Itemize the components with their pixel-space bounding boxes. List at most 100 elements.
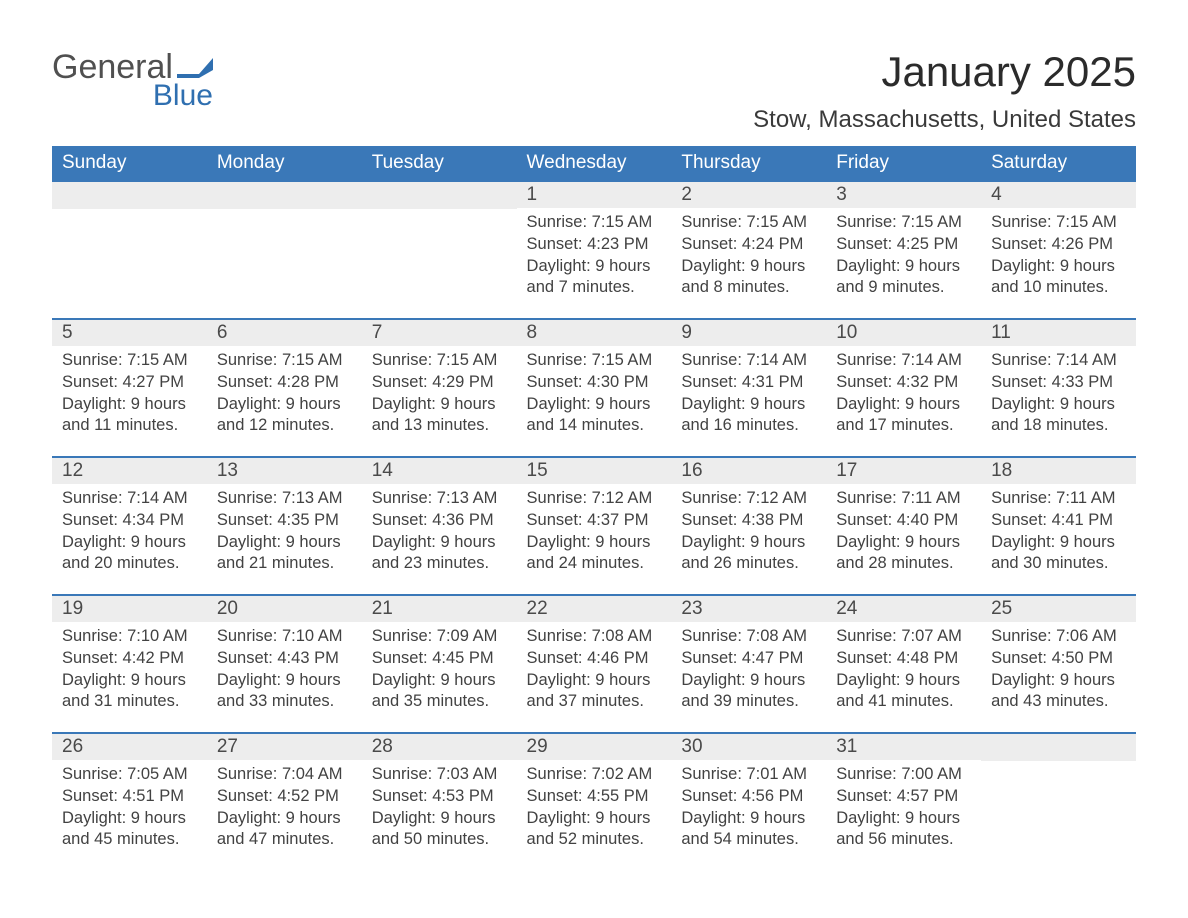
sunrise-line: Sunrise: 7:12 AM <box>527 488 662 510</box>
day-number: 17 <box>826 458 981 484</box>
calendar-week-row: 1Sunrise: 7:15 AMSunset: 4:23 PMDaylight… <box>52 181 1136 319</box>
day-number: 8 <box>517 320 672 346</box>
daylight-line: Daylight: 9 hours and 21 minutes. <box>217 532 352 576</box>
sunrise-line: Sunrise: 7:00 AM <box>836 764 971 786</box>
day-body: Sunrise: 7:00 AMSunset: 4:57 PMDaylight:… <box>826 760 981 859</box>
day-number: 29 <box>517 734 672 760</box>
calendar-week-row: 12Sunrise: 7:14 AMSunset: 4:34 PMDayligh… <box>52 457 1136 595</box>
daylight-line: Daylight: 9 hours and 33 minutes. <box>217 670 352 714</box>
location-text: Stow, Massachusetts, United States <box>753 106 1136 134</box>
day-number: 25 <box>981 596 1136 622</box>
sunset-line: Sunset: 4:51 PM <box>62 786 197 808</box>
header: General Blue January 2025 Stow, Massachu… <box>52 48 1136 134</box>
day-number: 26 <box>52 734 207 760</box>
day-body: Sunrise: 7:03 AMSunset: 4:53 PMDaylight:… <box>362 760 517 859</box>
sunset-line: Sunset: 4:28 PM <box>217 372 352 394</box>
sunset-line: Sunset: 4:24 PM <box>681 234 816 256</box>
day-number: 24 <box>826 596 981 622</box>
day-cell: 20Sunrise: 7:10 AMSunset: 4:43 PMDayligh… <box>207 595 362 733</box>
daylight-line: Daylight: 9 hours and 35 minutes. <box>372 670 507 714</box>
day-cell: 8Sunrise: 7:15 AMSunset: 4:30 PMDaylight… <box>517 319 672 457</box>
empty-day-cell <box>981 733 1136 871</box>
calendar-week-row: 26Sunrise: 7:05 AMSunset: 4:51 PMDayligh… <box>52 733 1136 871</box>
sunrise-line: Sunrise: 7:01 AM <box>681 764 816 786</box>
sunrise-line: Sunrise: 7:11 AM <box>836 488 971 510</box>
day-number-row <box>981 734 1136 761</box>
day-cell: 30Sunrise: 7:01 AMSunset: 4:56 PMDayligh… <box>671 733 826 871</box>
logo-text-blue: Blue <box>134 79 213 113</box>
day-body: Sunrise: 7:15 AMSunset: 4:23 PMDaylight:… <box>517 208 672 307</box>
day-number-row <box>52 182 207 209</box>
day-number-row <box>207 182 362 209</box>
daylight-line: Daylight: 9 hours and 7 minutes. <box>527 256 662 300</box>
sunset-line: Sunset: 4:26 PM <box>991 234 1126 256</box>
daylight-line: Daylight: 9 hours and 31 minutes. <box>62 670 197 714</box>
day-body: Sunrise: 7:15 AMSunset: 4:27 PMDaylight:… <box>52 346 207 445</box>
day-number: 9 <box>671 320 826 346</box>
weekday-header: Wednesday <box>517 146 672 181</box>
day-cell: 11Sunrise: 7:14 AMSunset: 4:33 PMDayligh… <box>981 319 1136 457</box>
sunset-line: Sunset: 4:57 PM <box>836 786 971 808</box>
day-cell: 28Sunrise: 7:03 AMSunset: 4:53 PMDayligh… <box>362 733 517 871</box>
sunrise-line: Sunrise: 7:15 AM <box>527 350 662 372</box>
sunset-line: Sunset: 4:41 PM <box>991 510 1126 532</box>
sunrise-line: Sunrise: 7:02 AM <box>527 764 662 786</box>
sunrise-line: Sunrise: 7:13 AM <box>217 488 352 510</box>
sunrise-line: Sunrise: 7:14 AM <box>836 350 971 372</box>
day-number: 22 <box>517 596 672 622</box>
day-cell: 26Sunrise: 7:05 AMSunset: 4:51 PMDayligh… <box>52 733 207 871</box>
day-number: 12 <box>52 458 207 484</box>
day-number: 4 <box>981 182 1136 208</box>
sunset-line: Sunset: 4:40 PM <box>836 510 971 532</box>
day-number-row <box>362 182 517 209</box>
sunset-line: Sunset: 4:27 PM <box>62 372 197 394</box>
day-number: 27 <box>207 734 362 760</box>
day-cell: 27Sunrise: 7:04 AMSunset: 4:52 PMDayligh… <box>207 733 362 871</box>
day-body: Sunrise: 7:01 AMSunset: 4:56 PMDaylight:… <box>671 760 826 859</box>
daylight-line: Daylight: 9 hours and 8 minutes. <box>681 256 816 300</box>
day-cell: 1Sunrise: 7:15 AMSunset: 4:23 PMDaylight… <box>517 181 672 319</box>
day-number: 16 <box>671 458 826 484</box>
day-cell: 6Sunrise: 7:15 AMSunset: 4:28 PMDaylight… <box>207 319 362 457</box>
sunrise-line: Sunrise: 7:04 AM <box>217 764 352 786</box>
day-cell: 23Sunrise: 7:08 AMSunset: 4:47 PMDayligh… <box>671 595 826 733</box>
weekday-row: SundayMondayTuesdayWednesdayThursdayFrid… <box>52 146 1136 181</box>
day-number: 14 <box>362 458 517 484</box>
sunset-line: Sunset: 4:55 PM <box>527 786 662 808</box>
day-body: Sunrise: 7:04 AMSunset: 4:52 PMDaylight:… <box>207 760 362 859</box>
calendar-table: SundayMondayTuesdayWednesdayThursdayFrid… <box>52 146 1136 871</box>
daylight-line: Daylight: 9 hours and 24 minutes. <box>527 532 662 576</box>
sunrise-line: Sunrise: 7:11 AM <box>991 488 1126 510</box>
sunset-line: Sunset: 4:23 PM <box>527 234 662 256</box>
daylight-line: Daylight: 9 hours and 52 minutes. <box>527 808 662 852</box>
day-cell: 31Sunrise: 7:00 AMSunset: 4:57 PMDayligh… <box>826 733 981 871</box>
empty-day-cell <box>207 181 362 319</box>
day-body: Sunrise: 7:15 AMSunset: 4:26 PMDaylight:… <box>981 208 1136 307</box>
day-cell: 16Sunrise: 7:12 AMSunset: 4:38 PMDayligh… <box>671 457 826 595</box>
day-cell: 19Sunrise: 7:10 AMSunset: 4:42 PMDayligh… <box>52 595 207 733</box>
day-body: Sunrise: 7:12 AMSunset: 4:38 PMDaylight:… <box>671 484 826 583</box>
day-body: Sunrise: 7:11 AMSunset: 4:41 PMDaylight:… <box>981 484 1136 583</box>
sunrise-line: Sunrise: 7:14 AM <box>991 350 1126 372</box>
day-cell: 4Sunrise: 7:15 AMSunset: 4:26 PMDaylight… <box>981 181 1136 319</box>
day-cell: 24Sunrise: 7:07 AMSunset: 4:48 PMDayligh… <box>826 595 981 733</box>
weekday-header: Sunday <box>52 146 207 181</box>
sunset-line: Sunset: 4:42 PM <box>62 648 197 670</box>
empty-day-cell <box>362 181 517 319</box>
day-cell: 10Sunrise: 7:14 AMSunset: 4:32 PMDayligh… <box>826 319 981 457</box>
day-body: Sunrise: 7:13 AMSunset: 4:36 PMDaylight:… <box>362 484 517 583</box>
daylight-line: Daylight: 9 hours and 37 minutes. <box>527 670 662 714</box>
day-body: Sunrise: 7:10 AMSunset: 4:42 PMDaylight:… <box>52 622 207 721</box>
calendar-week-row: 5Sunrise: 7:15 AMSunset: 4:27 PMDaylight… <box>52 319 1136 457</box>
daylight-line: Daylight: 9 hours and 14 minutes. <box>527 394 662 438</box>
sunrise-line: Sunrise: 7:08 AM <box>681 626 816 648</box>
sunset-line: Sunset: 4:34 PM <box>62 510 197 532</box>
sunrise-line: Sunrise: 7:15 AM <box>372 350 507 372</box>
day-number: 19 <box>52 596 207 622</box>
sunset-line: Sunset: 4:47 PM <box>681 648 816 670</box>
day-cell: 15Sunrise: 7:12 AMSunset: 4:37 PMDayligh… <box>517 457 672 595</box>
day-number: 2 <box>671 182 826 208</box>
day-body: Sunrise: 7:15 AMSunset: 4:25 PMDaylight:… <box>826 208 981 307</box>
sunset-line: Sunset: 4:31 PM <box>681 372 816 394</box>
sunrise-line: Sunrise: 7:15 AM <box>62 350 197 372</box>
